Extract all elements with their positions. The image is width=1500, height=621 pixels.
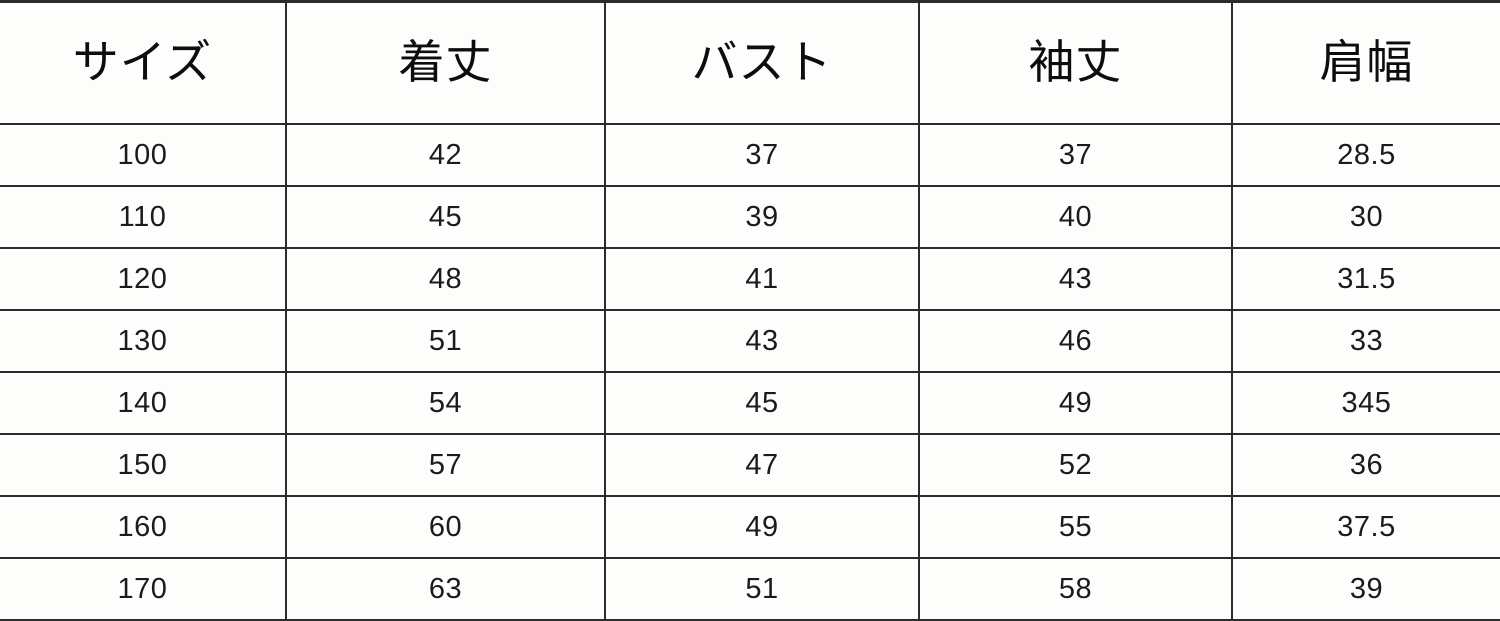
cell-bust: 49 [605,496,920,559]
cell-size: 120 [0,248,287,311]
cell-sleeve: 40 [919,186,1233,249]
cell-length: 42 [286,124,606,187]
table-row: 150 57 47 52 36 [0,434,1500,497]
cell-sleeve: 46 [919,310,1233,373]
cell-length: 63 [286,558,606,621]
cell-sleeve: 55 [919,496,1233,559]
cell-shoulder: 28.5 [1232,124,1500,187]
cell-length: 51 [286,310,606,373]
column-header-bust: バスト [605,0,920,125]
cell-shoulder: 33 [1232,310,1500,373]
cell-shoulder: 30 [1232,186,1500,249]
column-header-sleeve: 袖丈 [919,0,1233,125]
cell-bust: 43 [605,310,920,373]
table-row: 100 42 37 37 28.5 [0,124,1500,187]
cell-size: 130 [0,310,287,373]
cell-sleeve: 43 [919,248,1233,311]
cell-sleeve: 37 [919,124,1233,187]
column-header-length: 着丈 [286,0,606,125]
column-header-size: サイズ [0,0,287,125]
table-row: 170 63 51 58 39 [0,558,1500,621]
table-row: 120 48 41 43 31.5 [0,248,1500,311]
cell-sleeve: 58 [919,558,1233,621]
table-header: サイズ 着丈 バスト 袖丈 肩幅 [0,0,1500,125]
cell-length: 57 [286,434,606,497]
cell-bust: 51 [605,558,920,621]
cell-size: 160 [0,496,287,559]
cell-shoulder: 37.5 [1232,496,1500,559]
table-row: 160 60 49 55 37.5 [0,496,1500,559]
table-header-row: サイズ 着丈 バスト 袖丈 肩幅 [0,0,1500,125]
cell-length: 48 [286,248,606,311]
cell-size: 170 [0,558,287,621]
cell-length: 54 [286,372,606,435]
cell-shoulder: 39 [1232,558,1500,621]
cell-length: 60 [286,496,606,559]
cell-size: 100 [0,124,287,187]
cell-shoulder: 345 [1232,372,1500,435]
cell-shoulder: 31.5 [1232,248,1500,311]
cell-bust: 45 [605,372,920,435]
cell-shoulder: 36 [1232,434,1500,497]
cell-sleeve: 52 [919,434,1233,497]
cell-bust: 39 [605,186,920,249]
column-header-shoulder: 肩幅 [1232,0,1500,125]
cell-size: 140 [0,372,287,435]
table-body: 100 42 37 37 28.5 110 45 39 40 30 120 48… [0,124,1500,621]
cell-bust: 47 [605,434,920,497]
table-row: 140 54 45 49 345 [0,372,1500,435]
table-row: 130 51 43 46 33 [0,310,1500,373]
cell-size: 150 [0,434,287,497]
table-row: 110 45 39 40 30 [0,186,1500,249]
cell-sleeve: 49 [919,372,1233,435]
cell-bust: 37 [605,124,920,187]
cell-bust: 41 [605,248,920,311]
cell-size: 110 [0,186,287,249]
cell-length: 45 [286,186,606,249]
